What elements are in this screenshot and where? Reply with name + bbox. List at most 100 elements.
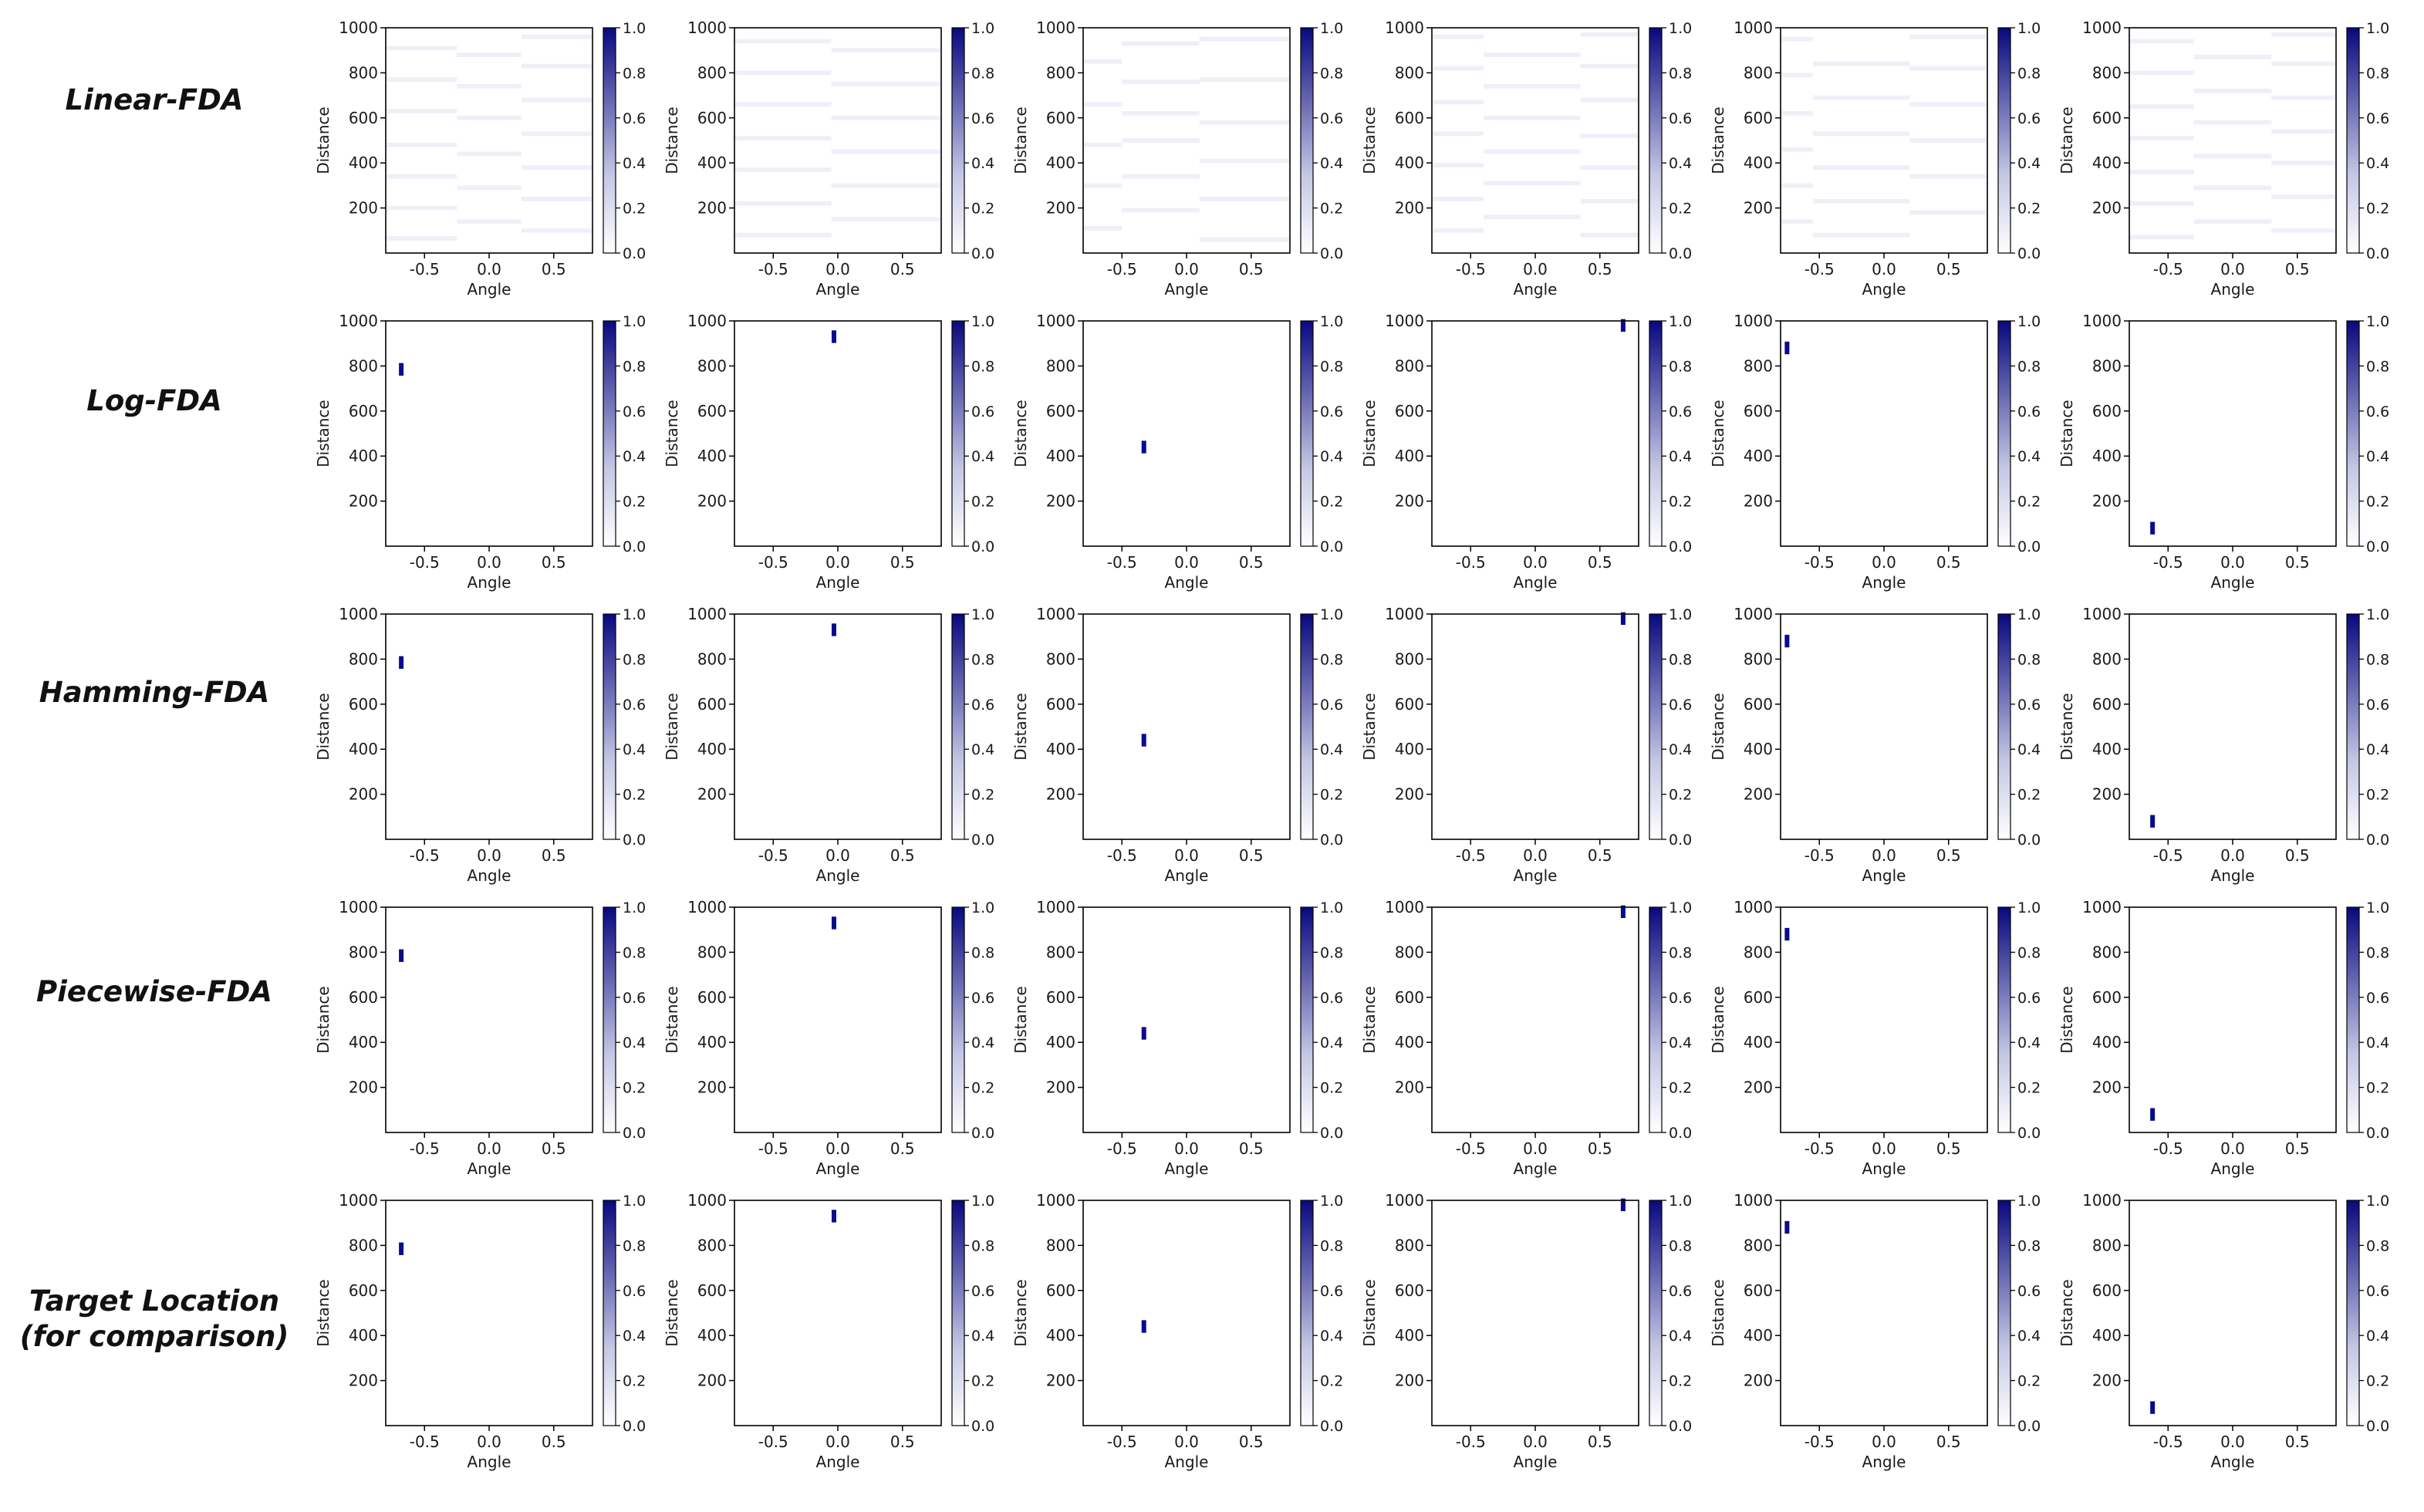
panel-linear-5-xtick-label-2: 0.5 bbox=[1936, 260, 1961, 278]
panel-piecewise-5-colorbar-tick-label-0: 0.0 bbox=[2017, 1125, 2041, 1142]
panel-target-4-ytick-label-1: 400 bbox=[1395, 1326, 1424, 1345]
panel-hamming-3-xtick-label-0: -0.5 bbox=[1107, 846, 1137, 865]
panel-linear-3-faint-band-0-2 bbox=[1083, 142, 1123, 147]
panel-target-4-colorbar-tick-label-5: 1.0 bbox=[1669, 1193, 1692, 1210]
panel-linear-5-ytick-label-4: 1000 bbox=[1734, 19, 1773, 37]
panel-target-3-colorbar-tick-label-2: 0.4 bbox=[1320, 1328, 1343, 1345]
panel-log-4-colorbar bbox=[1649, 320, 1663, 547]
panel-target-1-ytick-label-0: 200 bbox=[349, 1372, 378, 1390]
panel-linear-4-faint-band-0-1 bbox=[1432, 197, 1484, 201]
panel-linear-5-colorbar bbox=[1997, 27, 2011, 254]
panel-linear-3-xtick-label-0: -0.5 bbox=[1107, 260, 1137, 278]
panel-hamming-3-ytick-label-2: 600 bbox=[1046, 695, 1075, 714]
panel-linear-6-xtick-label-2: 0.5 bbox=[2285, 260, 2310, 278]
panel-log-4-colorbar-tick-label-3: 0.6 bbox=[1669, 403, 1692, 420]
panel-log-1-xtick-label-1: 0.0 bbox=[477, 553, 501, 572]
panel-linear-5-ytick-label-1: 400 bbox=[1744, 154, 1773, 172]
panel-target-6-xtick-label-2: 0.5 bbox=[2285, 1433, 2310, 1451]
panel-linear-5-faint-band-2-5 bbox=[1909, 34, 1987, 39]
panel-linear-2-faint-band-1-1 bbox=[831, 183, 941, 188]
panel-log-2-ytick-label-3: 800 bbox=[697, 356, 727, 375]
panel-linear-5-faint-band-2-1 bbox=[1909, 174, 1987, 179]
panel-linear-4-faint-band-0-0 bbox=[1432, 228, 1484, 233]
panel-piecewise-6-xtick-label-1: 0.0 bbox=[2220, 1139, 2245, 1158]
panel-linear-6-ytick-label-1: 400 bbox=[2092, 154, 2122, 172]
panel-log-6-colorbar-tick-label-2: 0.4 bbox=[2366, 448, 2389, 465]
panel-hamming-5-colorbar-tick-label-0: 0.0 bbox=[2017, 832, 2041, 849]
panel-piecewise-3-xtick-label-1: 0.0 bbox=[1174, 1139, 1199, 1158]
panel-linear-1-faint-band-0-3 bbox=[386, 142, 457, 147]
panel-target-6-colorbar-tick-label-2: 0.4 bbox=[2366, 1328, 2389, 1345]
panel-piecewise-6-colorbar bbox=[2346, 906, 2360, 1133]
panel-hamming-3-xtick-label-2: 0.5 bbox=[1239, 846, 1264, 865]
panel-hamming-2-ylabel: Distance bbox=[663, 693, 681, 760]
panel-linear-2-colorbar bbox=[951, 27, 965, 254]
panel-piecewise-1-xlabel: Angle bbox=[468, 1159, 511, 1178]
panel-linear-6-faint-band-0-0 bbox=[2129, 235, 2194, 240]
panel-linear-6-faint-band-2-2 bbox=[2271, 160, 2336, 166]
panel-hamming-4-xlabel: Angle bbox=[1514, 866, 1558, 885]
panel-target-3-xlabel: Angle bbox=[1165, 1453, 1209, 1471]
panel-piecewise-1-ytick-label-3: 800 bbox=[349, 943, 378, 961]
panel-target-2-plot-area bbox=[734, 1200, 941, 1426]
panel-log-2-xtick-label-2: 0.5 bbox=[890, 553, 915, 572]
panel-linear-1-colorbar-tick-label-5: 1.0 bbox=[623, 20, 646, 37]
panel-linear-6-faint-band-0-1 bbox=[2129, 201, 2194, 206]
panel-hamming-5-colorbar-tick-label-2: 0.4 bbox=[2017, 741, 2041, 758]
panel-linear-5-faint-band-0-1 bbox=[1781, 183, 1813, 188]
panel-piecewise-5-ytick-label-0: 200 bbox=[1744, 1078, 1773, 1097]
panel-log-2-colorbar-tick-label-1: 0.2 bbox=[971, 494, 994, 511]
panel-linear-2-faint-band-1-4 bbox=[831, 82, 941, 86]
panel-linear-1-xlabel: Angle bbox=[468, 280, 511, 299]
panel-piecewise-4-xtick-label-2: 0.5 bbox=[1588, 1139, 1612, 1158]
panel-piecewise-5-colorbar-tick-label-3: 0.6 bbox=[2017, 990, 2041, 1007]
panel-hamming-6-colorbar-tick-label-5: 1.0 bbox=[2366, 606, 2389, 623]
panel-piecewise-2-xtick-label-2: 0.5 bbox=[890, 1139, 915, 1158]
panel-log-5-xlabel: Angle bbox=[1862, 573, 1906, 592]
panel-linear-6-faint-band-0-2 bbox=[2129, 169, 2194, 174]
panel-log-1-xtick-label-2: 0.5 bbox=[542, 553, 566, 572]
panel-linear-3-faint-band-1-4 bbox=[1122, 79, 1200, 84]
panel-target-5-hotspot bbox=[1784, 1220, 1790, 1234]
panel-linear-1-faint-band-1-2 bbox=[457, 151, 522, 157]
panel-linear-4-faint-band-2-5 bbox=[1580, 63, 1639, 69]
panel-hamming-3-hotspot bbox=[1141, 734, 1146, 747]
panel-piecewise-4-colorbar-tick-label-3: 0.6 bbox=[1669, 990, 1692, 1007]
panel-piecewise-4-hotspot bbox=[1620, 905, 1626, 919]
panel-target-5-colorbar-tick-label-5: 1.0 bbox=[2017, 1193, 2041, 1210]
panel-linear-6-colorbar-tick-label-5: 1.0 bbox=[2366, 20, 2389, 37]
panel-hamming-3-ylabel: Distance bbox=[1011, 693, 1030, 760]
panel-linear-5-colorbar-tick-label-2: 0.4 bbox=[2017, 155, 2041, 172]
panel-hamming-3-colorbar-tick-label-1: 0.2 bbox=[1320, 787, 1343, 804]
panel-linear-3-xtick-label-1: 0.0 bbox=[1174, 260, 1199, 278]
panel-hamming-4-colorbar-tick-label-1: 0.2 bbox=[1669, 787, 1692, 804]
panel-linear-1-faint-band-2-5 bbox=[521, 63, 592, 69]
panel-piecewise-4-ytick-label-1: 400 bbox=[1395, 1033, 1424, 1051]
panel-hamming-2-ytick-label-2: 600 bbox=[697, 695, 727, 714]
panel-piecewise-5-colorbar-tick-label-5: 1.0 bbox=[2017, 899, 2041, 916]
panel-linear-1-xtick-label-1: 0.0 bbox=[477, 260, 501, 278]
panel-hamming-3-ytick-label-1: 400 bbox=[1046, 740, 1075, 758]
panel-piecewise-2-ytick-label-1: 400 bbox=[697, 1033, 727, 1051]
panel-target-6-xlabel: Angle bbox=[2211, 1453, 2255, 1471]
panel-linear-3-faint-band-2-1 bbox=[1199, 197, 1290, 201]
panel-hamming-4-colorbar bbox=[1649, 613, 1663, 840]
panel-target-4-ytick-label-2: 600 bbox=[1395, 1281, 1424, 1300]
panel-hamming-6-plot-area bbox=[2129, 614, 2336, 839]
panel-target-1-xtick-label-2: 0.5 bbox=[542, 1433, 566, 1451]
panel-linear-1-faint-band-1-3 bbox=[457, 115, 522, 120]
panel-piecewise-3-colorbar bbox=[1300, 906, 1314, 1133]
panel-linear-6-ytick-label-4: 1000 bbox=[2082, 19, 2122, 37]
panel-linear-2-faint-band-0-6 bbox=[734, 39, 832, 44]
panel-log-6-ytick-label-0: 200 bbox=[2092, 492, 2122, 511]
panel-piecewise-3-xtick-label-2: 0.5 bbox=[1239, 1139, 1264, 1158]
panel-log-2-hotspot bbox=[831, 330, 836, 343]
panel-log-3-ytick-label-0: 200 bbox=[1046, 492, 1075, 511]
panel-linear-4-colorbar-tick-label-0: 0.0 bbox=[1669, 245, 1692, 262]
panel-log-1-ytick-label-3: 800 bbox=[349, 356, 378, 375]
panel-linear-2-colorbar-tick-label-4: 0.8 bbox=[971, 65, 994, 82]
panel-hamming-6-colorbar bbox=[2346, 613, 2360, 840]
panel-linear-3-ytick-label-4: 1000 bbox=[1036, 19, 1075, 37]
panel-linear-5-faint-band-1-2 bbox=[1812, 165, 1910, 170]
panel-linear-4-colorbar-tick-label-2: 0.4 bbox=[1669, 155, 1692, 172]
